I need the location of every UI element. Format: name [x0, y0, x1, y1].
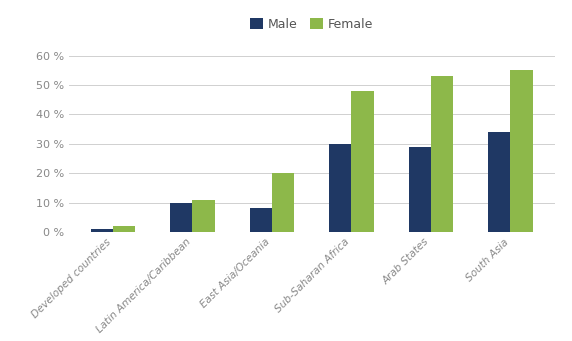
Legend: Male, Female: Male, Female [245, 13, 378, 36]
Bar [329, 144, 351, 232]
Bar [250, 208, 272, 232]
Bar [510, 70, 533, 232]
Bar [91, 229, 113, 232]
Bar [431, 76, 453, 232]
Bar [272, 173, 294, 232]
Bar [170, 203, 193, 232]
Bar [193, 199, 214, 232]
Bar [113, 226, 135, 232]
Bar [409, 147, 431, 232]
Bar [351, 91, 374, 232]
Bar [488, 132, 510, 232]
